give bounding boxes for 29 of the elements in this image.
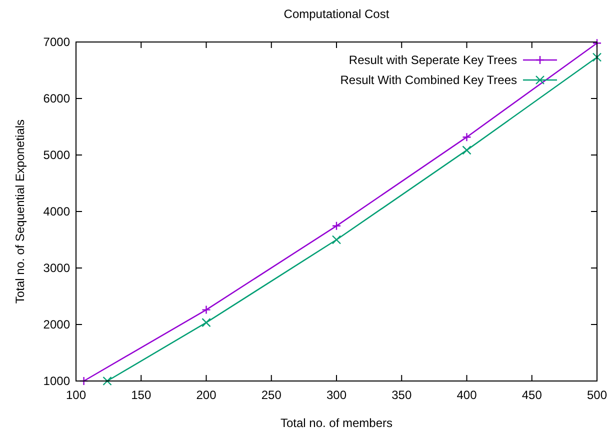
point <box>332 221 342 231</box>
point <box>462 132 472 142</box>
y-tick-label: 1000 <box>43 374 70 388</box>
x-tick-label: 500 <box>586 388 608 402</box>
point <box>592 52 602 62</box>
point <box>332 235 342 244</box>
chart-title: Computational Cost <box>284 7 390 21</box>
y-tick-label: 3000 <box>43 261 70 275</box>
y-tick-label: 6000 <box>43 92 70 106</box>
legend-label: Result With Combined Key Trees <box>340 73 517 87</box>
x-tick-label: 300 <box>326 388 347 402</box>
y-tick-label: 7000 <box>43 35 70 49</box>
y-tick-label: 4000 <box>43 204 70 218</box>
x-tick-label: 450 <box>522 388 542 402</box>
x-tick-label: 400 <box>456 388 478 402</box>
x-tick-label: 150 <box>131 388 152 402</box>
x-axis-title: Total no. of members <box>280 416 393 430</box>
point <box>102 376 112 386</box>
x-tick-label: 250 <box>261 388 282 402</box>
x-tick-label: 350 <box>392 388 412 402</box>
point <box>202 318 211 328</box>
legend-label: Result with Seperate Key Trees <box>348 53 517 67</box>
y-tick-label: 5000 <box>43 148 70 162</box>
x-tick-label: 100 <box>66 388 86 402</box>
y-axis-title: Total no. of Sequential Exponetials <box>13 119 27 304</box>
point <box>462 146 472 155</box>
x-tick-label: 200 <box>196 388 217 402</box>
point <box>202 305 211 314</box>
y-tick-label: 2000 <box>43 318 70 332</box>
